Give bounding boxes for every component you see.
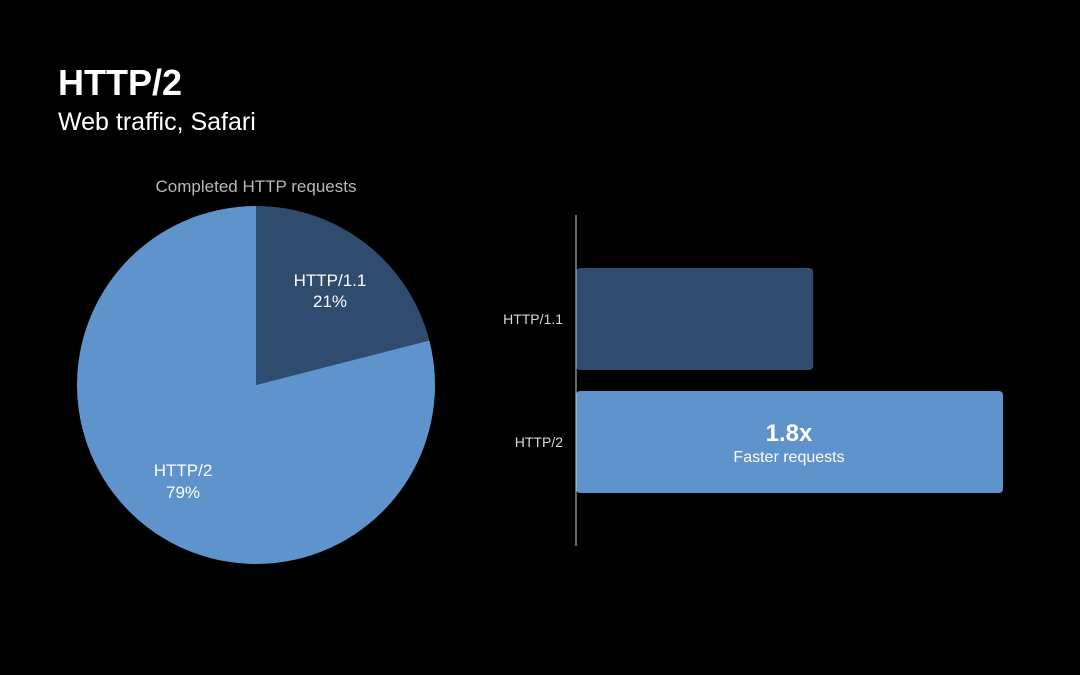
- pie-label-http11: HTTP/1.1: [294, 271, 367, 290]
- bar-annotation-value: 1.8x: [766, 420, 813, 447]
- bar-category-http2: HTTP/2: [515, 434, 563, 450]
- pie-chart: [76, 206, 436, 564]
- pie-slice-http11: [256, 206, 430, 385]
- pie-chart-title: Completed HTTP requests: [155, 177, 357, 196]
- pie-value-http11: 21%: [313, 292, 347, 311]
- bar-chart: HTTP/1.1 HTTP/2 1.8x Faster requests: [503, 215, 1003, 546]
- pie-label-http2: HTTP/2: [154, 461, 213, 480]
- bar-category-http11: HTTP/1.1: [503, 311, 563, 327]
- bar-http2: [576, 391, 1003, 493]
- slide-subtitle: Web traffic, Safari: [58, 108, 256, 136]
- pie-labels: HTTP/1.1 21% HTTP/2 79%: [154, 271, 367, 502]
- bar-annotation-caption: Faster requests: [733, 449, 844, 466]
- bar-http11: [576, 268, 814, 370]
- pie-value-http2: 79%: [166, 483, 200, 502]
- slide-title: HTTP/2: [58, 62, 183, 103]
- pie-slice-http2: [76, 206, 436, 564]
